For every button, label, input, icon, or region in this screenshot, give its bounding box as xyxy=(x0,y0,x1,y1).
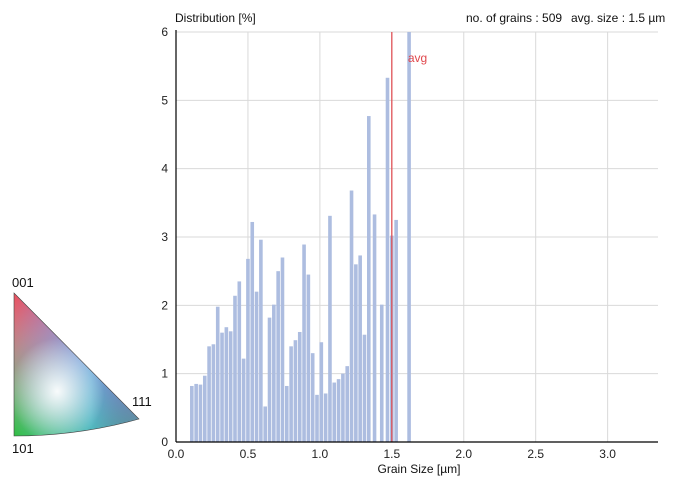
grain-count-text: no. of grains : 509 xyxy=(466,11,562,25)
bar xyxy=(202,375,207,442)
x-tick-label: 1.5 xyxy=(383,447,400,461)
bar xyxy=(385,77,390,443)
bar xyxy=(280,257,285,442)
x-tick-label: 1.0 xyxy=(312,447,329,461)
bar xyxy=(302,244,306,442)
bar xyxy=(284,385,289,442)
bar xyxy=(267,317,272,442)
ipf-triangle-outline xyxy=(13,292,140,437)
bar xyxy=(276,271,280,442)
bar xyxy=(198,384,203,442)
bar xyxy=(207,346,211,442)
axes xyxy=(175,30,658,443)
bar xyxy=(328,215,332,442)
bar xyxy=(250,221,255,442)
bar xyxy=(233,295,237,442)
avg-marker: avg xyxy=(391,32,427,442)
bar xyxy=(263,406,268,442)
bar xyxy=(237,281,242,442)
x-tick-label: 3.0 xyxy=(599,447,616,461)
bar xyxy=(297,331,302,442)
bar xyxy=(332,382,337,442)
bar xyxy=(190,385,194,442)
ipf-label-001: 001 xyxy=(12,275,34,290)
bar xyxy=(246,258,250,442)
bar xyxy=(362,334,367,442)
x-tick-labels: 0.0 0.5 1.0 1.5 2.0 2.5 3.0 xyxy=(168,447,617,461)
x-tick-label: 2.0 xyxy=(455,447,472,461)
bar xyxy=(354,264,358,442)
bar xyxy=(394,219,398,442)
bar xyxy=(211,344,216,442)
bar xyxy=(194,383,198,442)
ipf-color-key: 001 101 111 xyxy=(12,275,152,456)
bar xyxy=(315,394,319,442)
y-tick-label: 5 xyxy=(161,93,168,107)
bar xyxy=(341,373,345,442)
bar xyxy=(215,306,220,442)
bar xyxy=(349,190,354,442)
ipf-label-111: 111 xyxy=(132,394,152,409)
bar xyxy=(367,116,371,443)
x-axis-label: Grain Size [µm] xyxy=(378,462,461,476)
bar xyxy=(254,291,259,442)
bar xyxy=(220,332,224,442)
bar xyxy=(259,239,263,442)
bar xyxy=(289,346,293,442)
x-tick-label: 0.5 xyxy=(240,447,257,461)
bar xyxy=(345,366,350,442)
y-tick-label: 4 xyxy=(161,162,168,176)
y-tick-label: 1 xyxy=(161,367,168,381)
y-axis-label: Distribution [%] xyxy=(175,11,256,25)
x-tick-label: 2.5 xyxy=(527,447,544,461)
bar xyxy=(241,358,246,442)
bar xyxy=(293,340,298,442)
bar xyxy=(310,353,315,442)
y-tick-label: 2 xyxy=(161,298,168,312)
y-tick-label: 0 xyxy=(161,435,168,449)
bar xyxy=(319,342,324,442)
ipf-label-101: 101 xyxy=(12,441,34,456)
bar xyxy=(336,379,341,442)
bar xyxy=(372,214,377,442)
x-tick-label: 0.0 xyxy=(168,447,185,461)
avg-label: avg xyxy=(408,51,427,65)
bar xyxy=(323,393,328,442)
bar xyxy=(306,274,311,442)
bar xyxy=(224,327,229,442)
bar-series xyxy=(190,32,411,443)
avg-size-text: avg. size : 1.5 µm xyxy=(571,11,665,25)
bar xyxy=(272,304,276,442)
bar xyxy=(228,331,233,442)
ipf-color-triangle xyxy=(14,293,139,436)
bar xyxy=(358,255,362,442)
bar xyxy=(379,304,384,442)
bar xyxy=(407,32,411,442)
y-tick-label: 3 xyxy=(161,230,168,244)
y-tick-label: 6 xyxy=(161,25,168,39)
y-tick-labels: 0 1 2 3 4 5 6 xyxy=(161,25,168,449)
